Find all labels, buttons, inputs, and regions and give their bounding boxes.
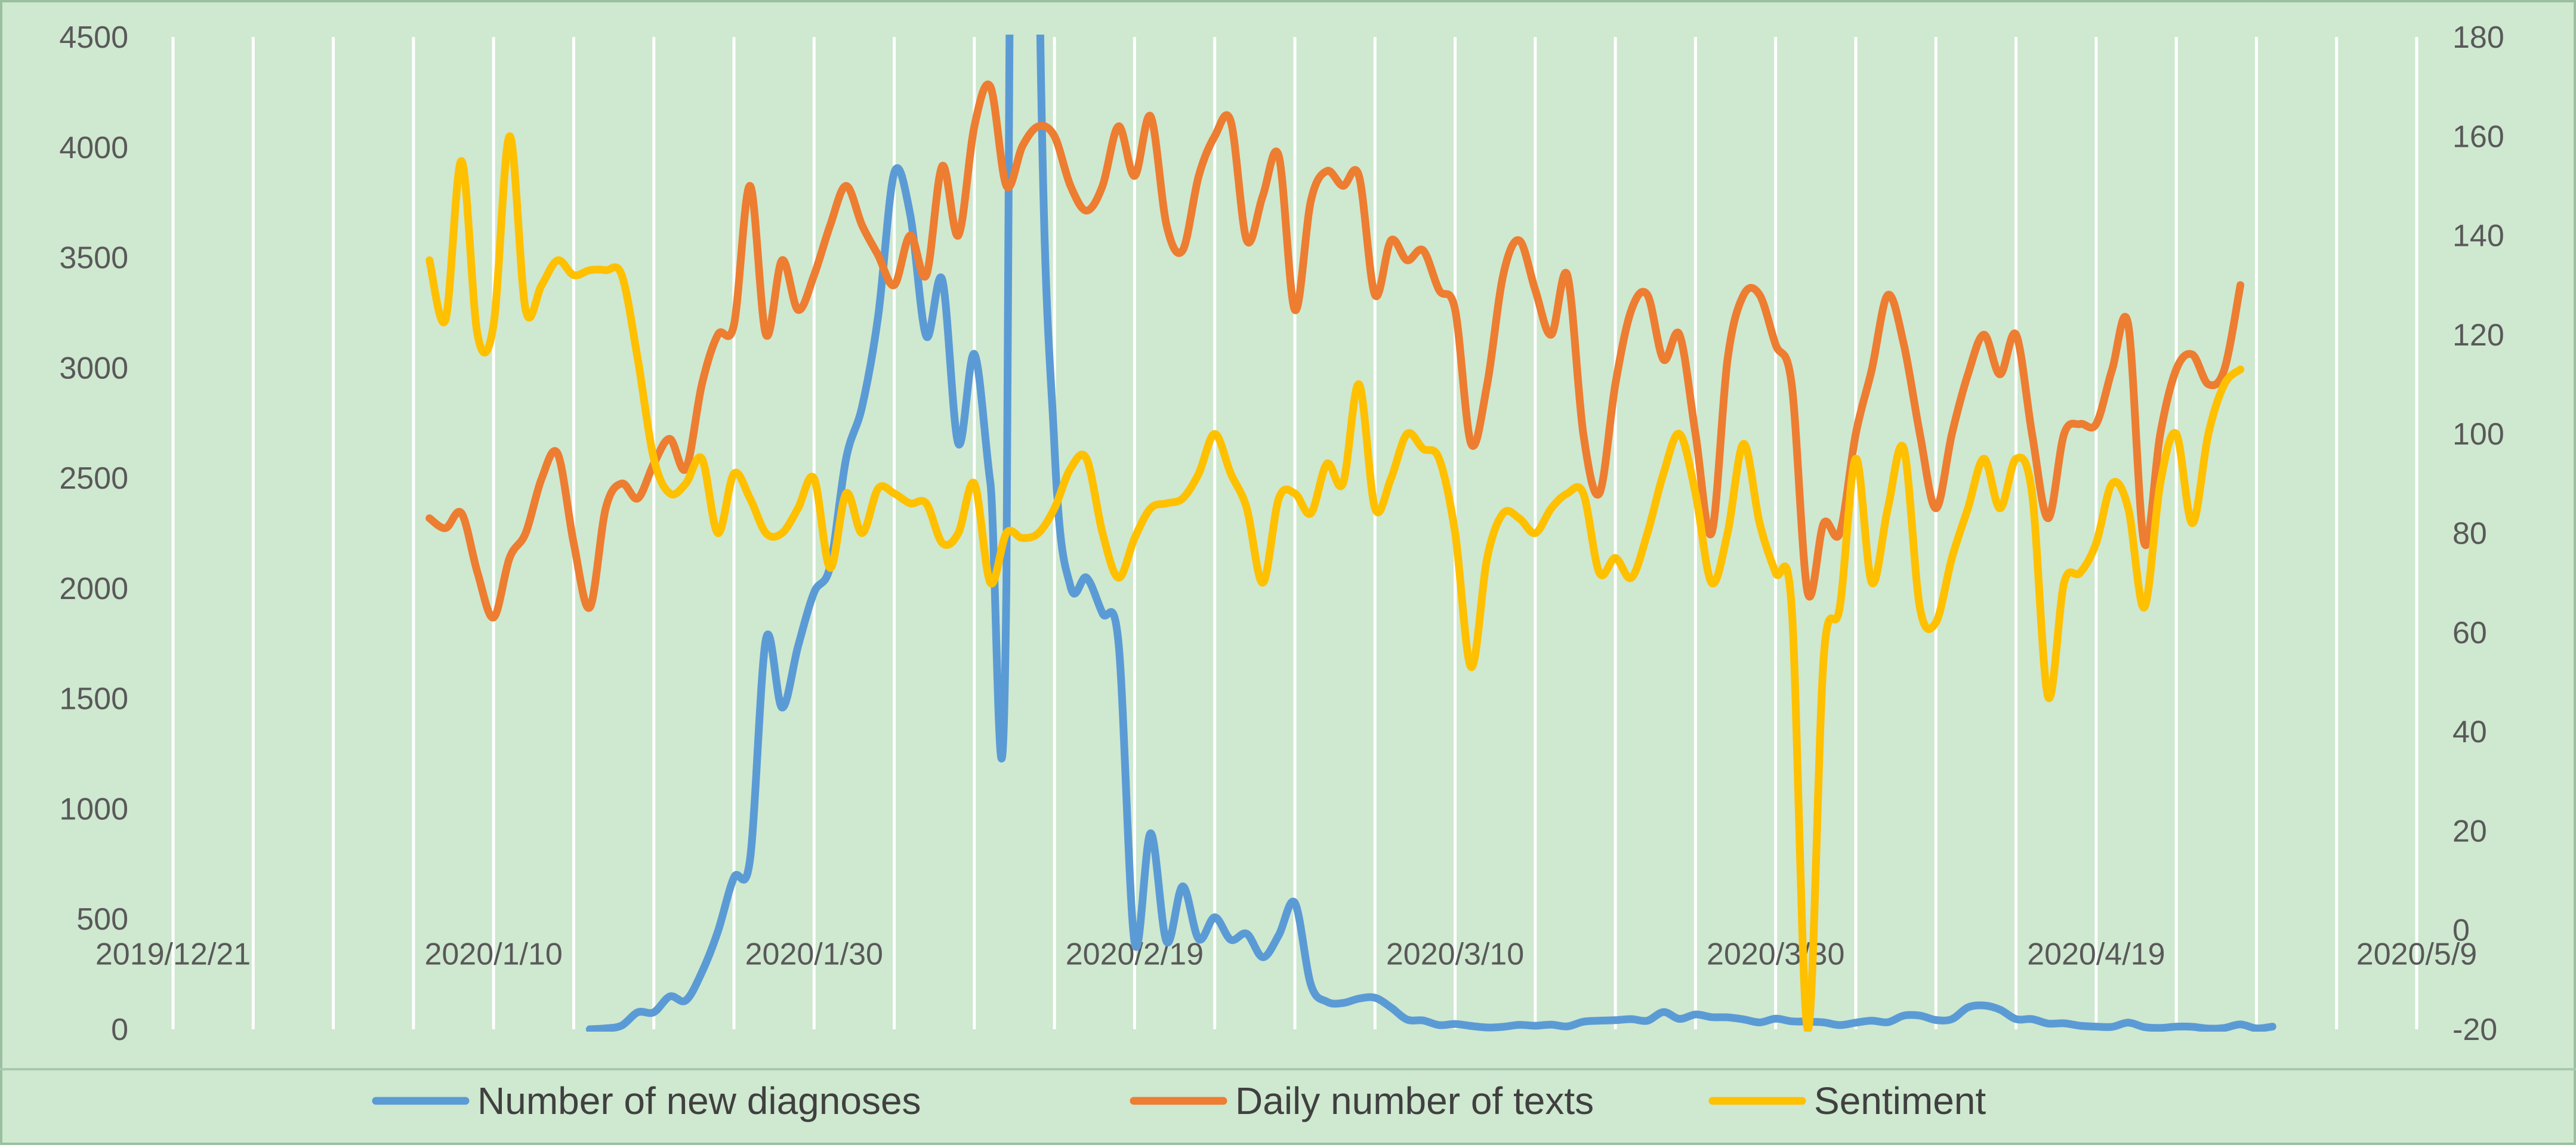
legend-item: Daily number of texts <box>1130 1079 1594 1122</box>
x-tick-label: 2020/1/30 <box>745 937 883 972</box>
y-left-tick-label: 4500 <box>59 20 128 55</box>
legend-label: Sentiment <box>1814 1079 1986 1122</box>
x-tick-label: 2020/1/10 <box>424 937 562 972</box>
y-left-tick-label: 2500 <box>59 461 128 496</box>
x-tick-label: 2020/3/30 <box>1707 937 1844 972</box>
y-right-tick-label: 40 <box>2452 715 2487 749</box>
series-line-daily-number-of-texts <box>425 81 2245 622</box>
y-right-tick-label: 140 <box>2452 219 2504 254</box>
x-tick-label: 2020/3/10 <box>1386 937 1524 972</box>
series <box>425 35 2276 1032</box>
x-tick-label: 2020/5/9 <box>2356 937 2477 972</box>
y-left-tick-label: 3500 <box>59 241 128 276</box>
axes: 0 500 1000 1500 2000 2500 3000 3500 4000 4500 -20 0… <box>59 20 2504 1047</box>
legend-label: Number of new diagnoses <box>477 1079 921 1122</box>
y-right-tick-label: 160 <box>2452 119 2504 154</box>
y-right-tick-label: 20 <box>2452 814 2487 848</box>
y-left-tick-label: 2000 <box>59 572 128 606</box>
y-left-tick-label: 1500 <box>59 682 128 717</box>
series-line-number-of-new-diagnoses <box>585 35 2276 1032</box>
y-left-tick-label: 1000 <box>59 792 128 826</box>
y-right-tick-label: 60 <box>2452 616 2487 650</box>
y-left-tick-label: 0 <box>111 1013 128 1047</box>
y-right-tick-label: -20 <box>2452 1013 2497 1047</box>
y-right-tick-label: 180 <box>2452 20 2504 55</box>
y-left-tick-label: 4000 <box>59 131 128 165</box>
x-tick-label: 2020/4/19 <box>2027 937 2165 972</box>
y-right-tick-label: 0 <box>2452 914 2470 948</box>
legend-label: Daily number of texts <box>1235 1079 1594 1122</box>
y-left-tick-label: 3000 <box>59 351 128 385</box>
y-left-tick-label: 500 <box>76 902 128 937</box>
legend-item: Sentiment <box>1708 1079 1986 1122</box>
legend-item: Number of new diagnoses <box>372 1079 921 1122</box>
legend: Number of new diagnoses Daily number of t… <box>372 1079 1986 1122</box>
series-line-sentiment <box>425 132 2245 1032</box>
y-right-tick-label: 80 <box>2452 517 2487 551</box>
y-right-tick-label: 100 <box>2452 417 2504 452</box>
y-right-tick-label: 120 <box>2452 318 2504 353</box>
x-tick-label: 2019/12/21 <box>95 937 251 972</box>
